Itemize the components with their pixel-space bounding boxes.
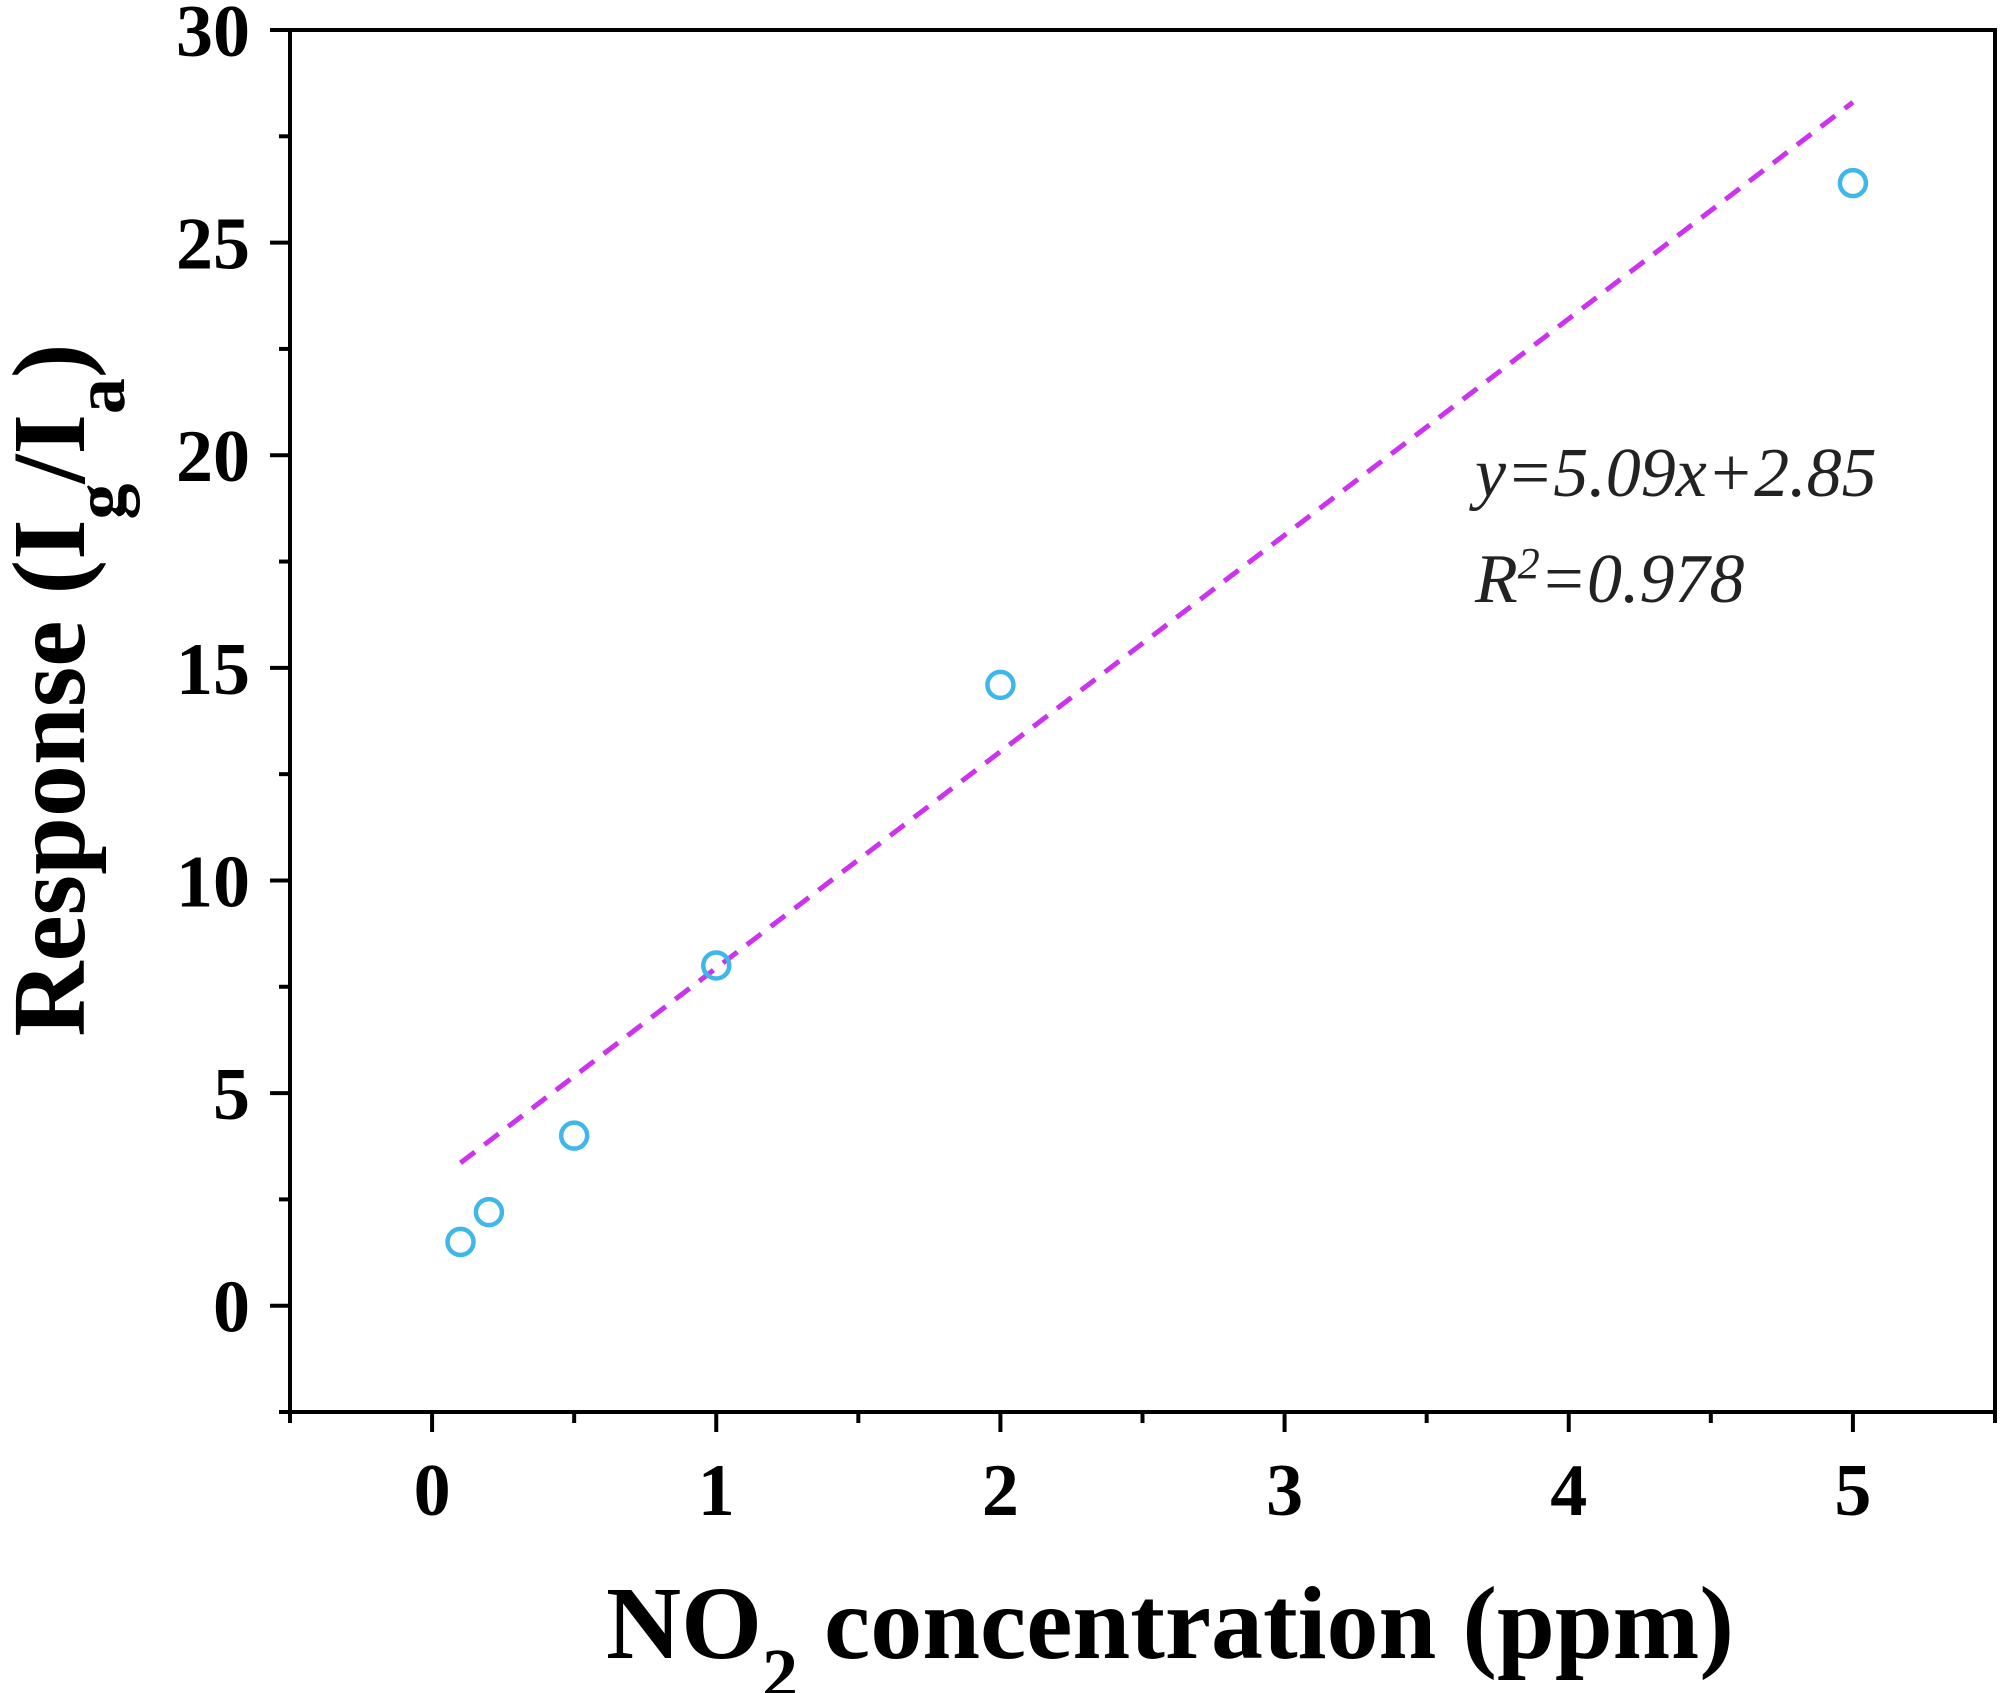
data-points	[445, 167, 1869, 1258]
data-point	[701, 950, 732, 981]
plot-frame	[288, 28, 1997, 1414]
major-ticks	[270, 28, 1855, 1432]
y-tick-labels: 0 5 10 15 20 25 30	[176, 0, 250, 1349]
x-tick-label: 1	[698, 1450, 735, 1532]
x-axis-title: NO2 concentration (ppm)	[606, 1566, 1734, 1693]
y-tick-label: 25	[176, 204, 250, 286]
x-tick-label: 2	[982, 1450, 1019, 1532]
y-tick-label: 15	[176, 629, 250, 711]
r-squared: R2=0.978	[1474, 539, 1745, 619]
y-axis-title: Response (Ig/Ia)	[0, 343, 140, 1036]
x-tick-label: 5	[1834, 1450, 1871, 1532]
y-tick-label: 20	[176, 416, 250, 498]
y-tick-label: 10	[176, 841, 250, 923]
y-tick-label: 30	[176, 0, 250, 73]
data-point	[473, 1196, 505, 1228]
x-tick-label: 4	[1550, 1450, 1587, 1532]
linear-fit-line	[458, 100, 1855, 1165]
data-point	[558, 1120, 590, 1151]
x-tick-label: 0	[414, 1450, 451, 1532]
data-point	[445, 1226, 476, 1258]
fit-equation: y=5.09x+2.85	[1469, 435, 1877, 512]
y-tick-label: 5	[213, 1054, 250, 1136]
data-point	[985, 669, 1016, 701]
data-point	[1837, 167, 1869, 199]
x-tick-labels: 0 1 2 3 4 5	[414, 1450, 1872, 1532]
y-tick-label: 0	[213, 1267, 250, 1349]
minor-ticks	[279, 134, 1997, 1423]
x-tick-label: 3	[1266, 1450, 1303, 1532]
